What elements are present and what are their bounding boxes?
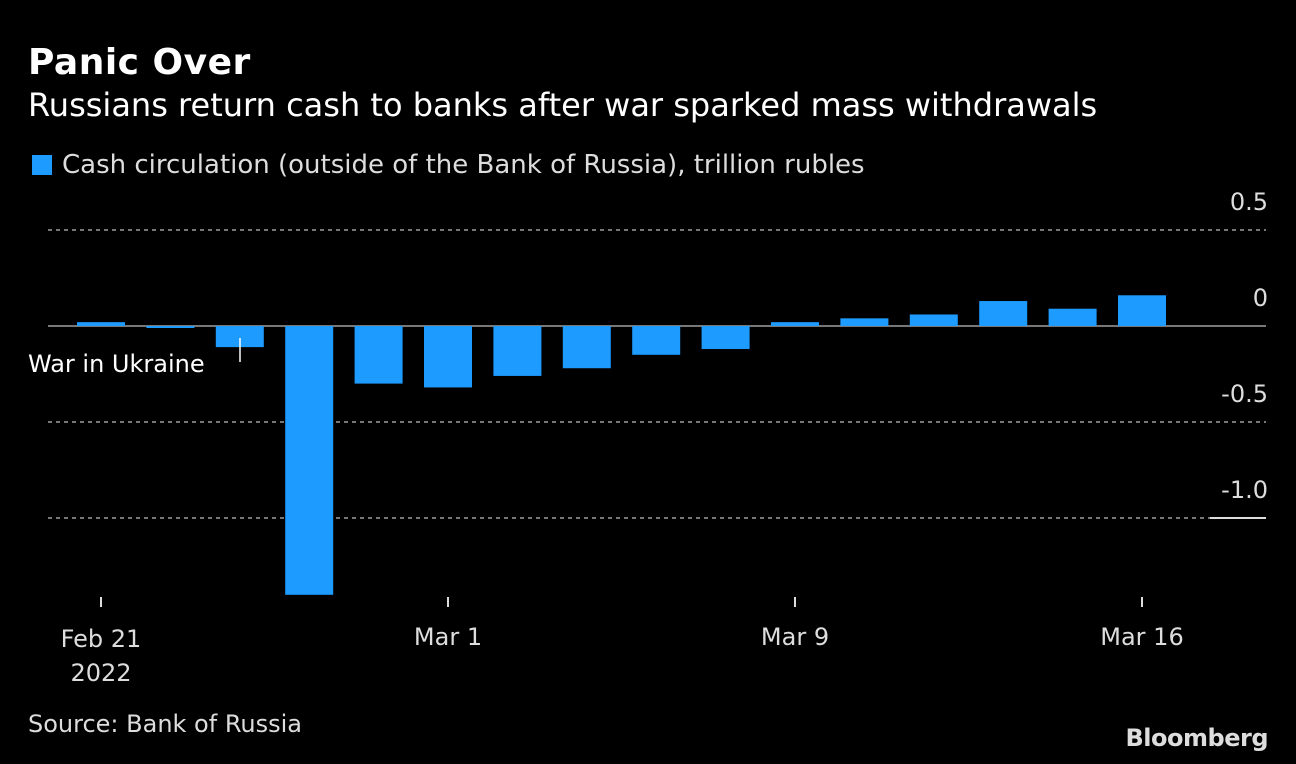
y-tick-label: -1.0: [1221, 476, 1268, 504]
legend: Cash circulation (outside of the Bank of…: [32, 150, 865, 180]
legend-swatch-icon: [32, 155, 52, 175]
bar: [771, 322, 819, 326]
x-tick-label: Mar 16: [1100, 623, 1184, 651]
bar: [909, 314, 958, 326]
bar: [424, 326, 472, 388]
chart-subtitle: Russians return cash to banks after war …: [28, 86, 1098, 124]
y-tick-label: 0: [1252, 284, 1268, 312]
x-tick-label: Mar 9: [760, 623, 830, 651]
annotation-war-in-ukraine: War in Ukraine: [28, 350, 205, 378]
legend-label: Cash circulation (outside of the Bank of…: [62, 150, 865, 180]
bar: [632, 326, 681, 355]
bar: [146, 326, 195, 328]
source-note: Source: Bank of Russia: [28, 710, 303, 738]
bar: [285, 326, 334, 595]
bar: [840, 318, 889, 326]
x-tick-label: Feb 21 2022: [60, 625, 142, 687]
bar: [1048, 308, 1097, 326]
y-tick-label: -0.5: [1221, 380, 1268, 408]
bar: [215, 326, 264, 348]
y-tick-label: 0.5: [1229, 188, 1268, 216]
bar: [493, 326, 542, 376]
bar: [701, 326, 750, 350]
bar: [979, 301, 1028, 326]
chart-title: Panic Over: [28, 42, 251, 83]
bar: [77, 322, 125, 326]
bar: [562, 326, 611, 369]
bloomberg-logo: Bloomberg: [1125, 724, 1269, 752]
bar: [1118, 295, 1166, 326]
x-tick-label: Mar 1: [413, 623, 483, 651]
bar: [354, 326, 403, 384]
